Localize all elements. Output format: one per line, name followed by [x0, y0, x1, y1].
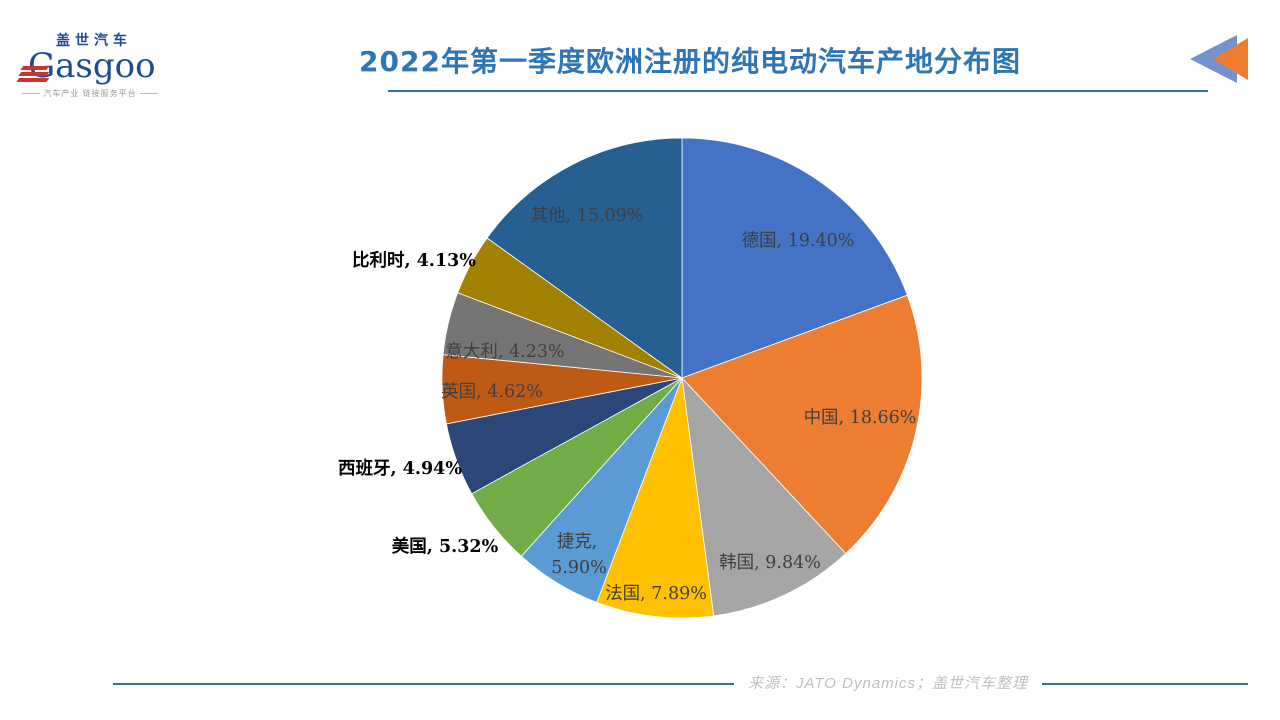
- slice-label: 比利时, 4.13%: [352, 250, 476, 271]
- pie-slice-11: [486, 137, 683, 379]
- logo-stripe: [20, 66, 50, 70]
- slice-label: 法国, 7.89%: [605, 584, 707, 604]
- slice-label: 美国, 5.32%: [392, 536, 499, 557]
- slice-label: 西班牙, 4.94%: [338, 459, 462, 479]
- slice-label: 捷克,: [557, 532, 598, 552]
- logo-tagline: 汽车产业 链接服务平台: [22, 88, 158, 99]
- title-underline: [388, 90, 1208, 92]
- page-title: 2022年第一季度欧洲注册的纯电动汽车产地分布图: [359, 45, 1021, 78]
- slice-label: 德国, 19.40%: [742, 231, 855, 251]
- logo-stripe: [18, 71, 50, 76]
- logo-brand-en: Gasgoo: [28, 46, 156, 86]
- pie-slice-4: [596, 377, 715, 619]
- slice-label: 5.90%: [551, 558, 607, 578]
- gasgoo-logo: 盖世汽车 Gasgoo 汽车产业 链接服务平台: [16, 30, 158, 99]
- back-arrows-icon: [1190, 35, 1248, 83]
- slice-label: 英国, 4.62%: [441, 382, 543, 402]
- source-note: 来源：JATO Dynamics；盖世汽车整理: [734, 674, 1042, 694]
- slice-label: 意大利, 4.23%: [445, 342, 564, 362]
- slice-label: 韩国, 9.84%: [719, 553, 821, 573]
- logo-brand-cn: 盖世汽车: [56, 33, 132, 49]
- pie-slice-3: [681, 376, 847, 617]
- slice-label: 中国, 18.66%: [804, 408, 917, 428]
- pie-slice-2: [681, 294, 923, 555]
- logo-stripe: [16, 77, 50, 82]
- slice-label: 其他, 15.09%: [531, 206, 644, 226]
- logo-wordmark: Gasgoo: [16, 46, 158, 86]
- footer-rule: [113, 683, 1248, 685]
- back-arrow-orange-icon: [1213, 38, 1248, 80]
- pie-slice-1: [681, 137, 908, 379]
- logo-stripes-icon: [16, 64, 50, 83]
